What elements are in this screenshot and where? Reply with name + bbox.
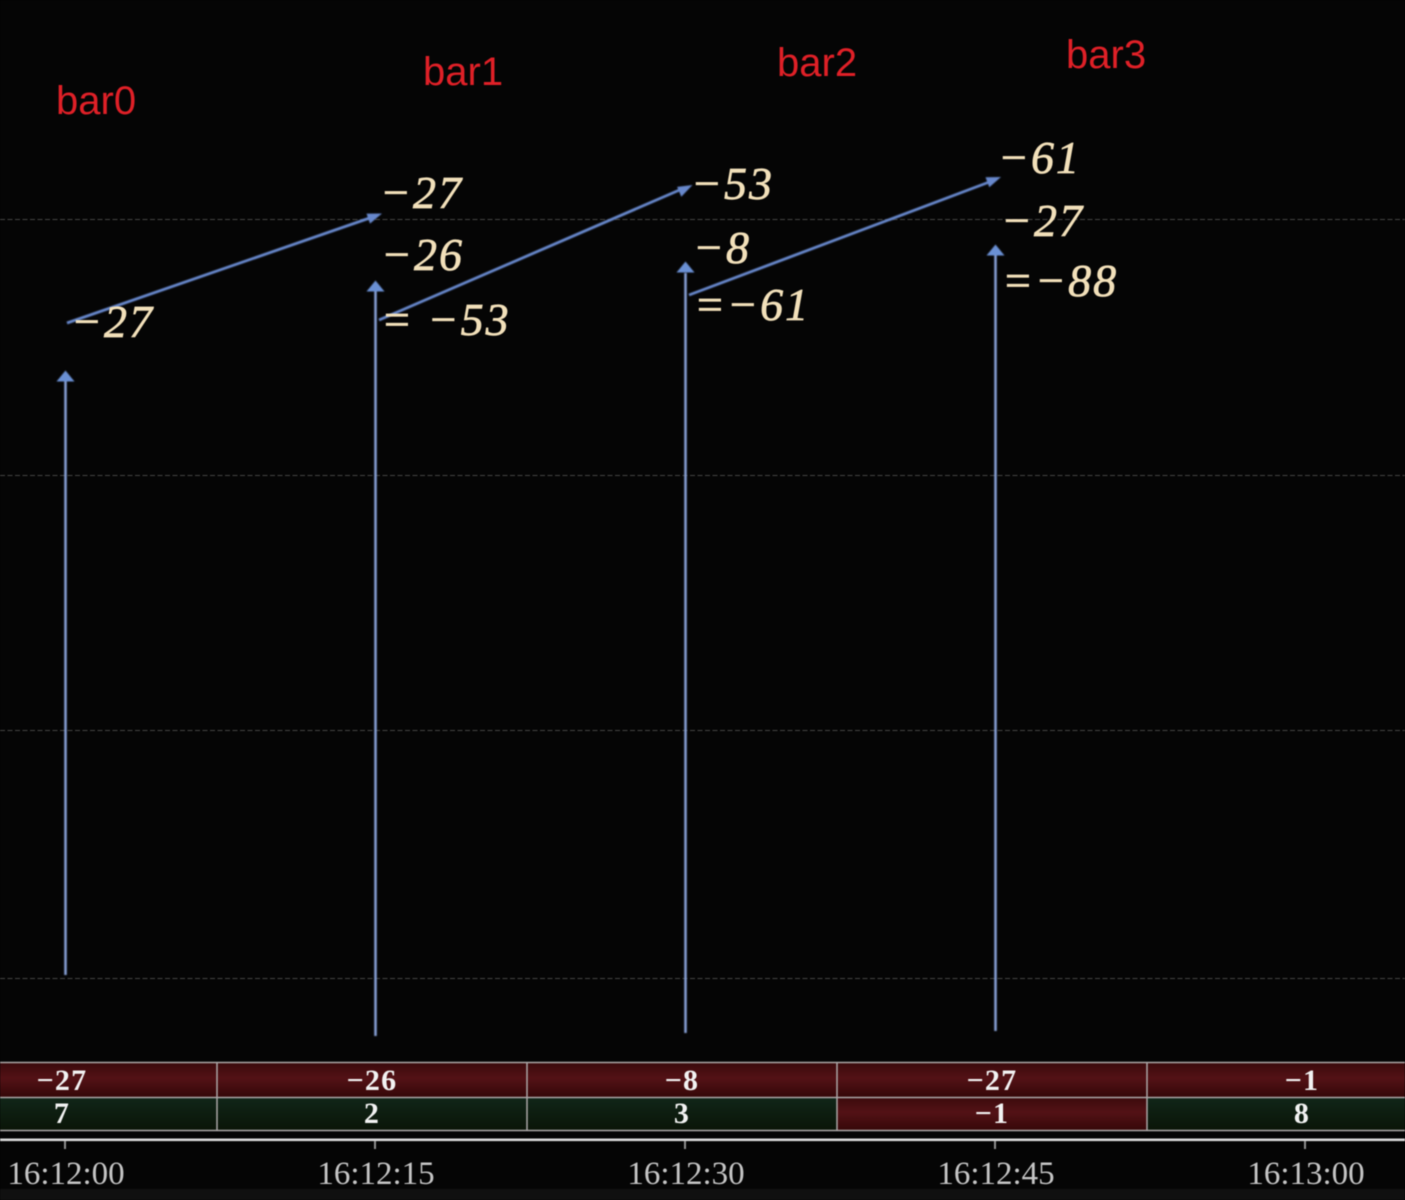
svg-text:= −53: = −53 — [381, 294, 511, 345]
svg-text:−61: −61 — [998, 132, 1081, 183]
svg-text:2: 2 — [364, 1097, 380, 1130]
svg-text:−27: −27 — [380, 167, 463, 218]
svg-text:3: 3 — [674, 1097, 690, 1130]
svg-text:bar3: bar3 — [1066, 33, 1146, 77]
svg-text:−53: −53 — [691, 158, 774, 209]
svg-text:16:13:00: 16:13:00 — [1247, 1156, 1364, 1192]
svg-text:16:12:00: 16:12:00 — [7, 1156, 124, 1192]
svg-text:16:12:30: 16:12:30 — [627, 1156, 744, 1192]
svg-text:=−88: =−88 — [1002, 255, 1118, 306]
svg-text:−8: −8 — [665, 1064, 700, 1097]
svg-text:−1: −1 — [975, 1097, 1010, 1130]
svg-text:−8: −8 — [693, 222, 751, 273]
svg-text:−27: −27 — [71, 296, 154, 347]
svg-text:16:12:15: 16:12:15 — [317, 1156, 434, 1192]
svg-text:16:12:45: 16:12:45 — [937, 1156, 1054, 1192]
svg-text:=−61: =−61 — [694, 279, 810, 330]
svg-text:8: 8 — [1294, 1097, 1310, 1130]
svg-text:−26: −26 — [381, 229, 464, 280]
svg-text:−27: −27 — [967, 1064, 1018, 1097]
svg-text:−27: −27 — [1001, 195, 1084, 246]
svg-text:7: 7 — [54, 1097, 70, 1130]
svg-text:−27: −27 — [37, 1064, 88, 1097]
svg-text:bar2: bar2 — [777, 41, 857, 85]
svg-text:−1: −1 — [1285, 1064, 1320, 1097]
svg-text:bar0: bar0 — [56, 79, 136, 123]
svg-text:bar1: bar1 — [423, 50, 503, 94]
svg-text:−26: −26 — [347, 1064, 398, 1097]
